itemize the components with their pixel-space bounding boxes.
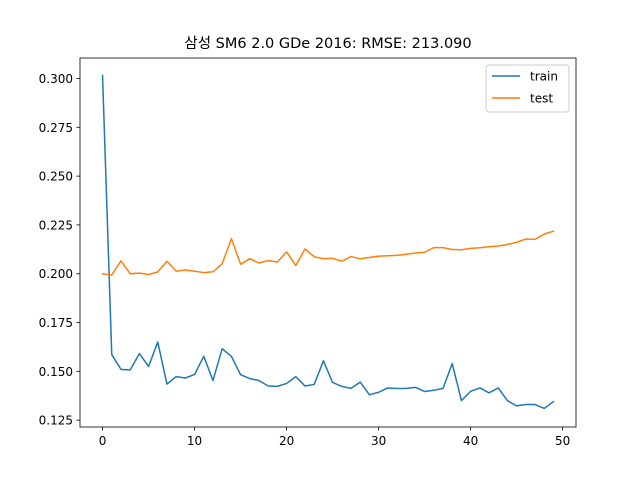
plot-area: 0 10 20 30 40 50 0.125 0.150 0.175 0.200 0.225 0.25… xyxy=(39,57,577,448)
legend-label-train: train xyxy=(530,70,558,84)
x-tick-label: 0 xyxy=(99,434,107,448)
y-tick-label: 0.150 xyxy=(39,365,73,379)
y-tick-label: 0.225 xyxy=(39,218,73,232)
series-line-train xyxy=(101,74,555,410)
axes-frame xyxy=(79,57,577,428)
x-tick-label: 20 xyxy=(279,434,294,448)
series-line-test xyxy=(101,230,555,276)
x-tick-label: 10 xyxy=(187,434,202,448)
y-tick-label: 0.300 xyxy=(39,72,73,86)
y-tick-label: 0.125 xyxy=(39,414,73,428)
x-tick-label: 40 xyxy=(463,434,478,448)
x-tick-label: 50 xyxy=(555,434,570,448)
y-tick-label: 0.250 xyxy=(39,170,73,184)
y-tick-label: 0.275 xyxy=(39,121,73,135)
y-tick-label: 0.175 xyxy=(39,316,73,330)
legend: train test xyxy=(485,64,570,113)
y-tick-label: 0.200 xyxy=(39,267,73,281)
chart-title: 삼성 SM6 2.0 GDe 2016: RMSE: 213.090 xyxy=(184,35,471,52)
x-tick-label: 30 xyxy=(371,434,386,448)
legend-label-test: test xyxy=(530,92,553,106)
